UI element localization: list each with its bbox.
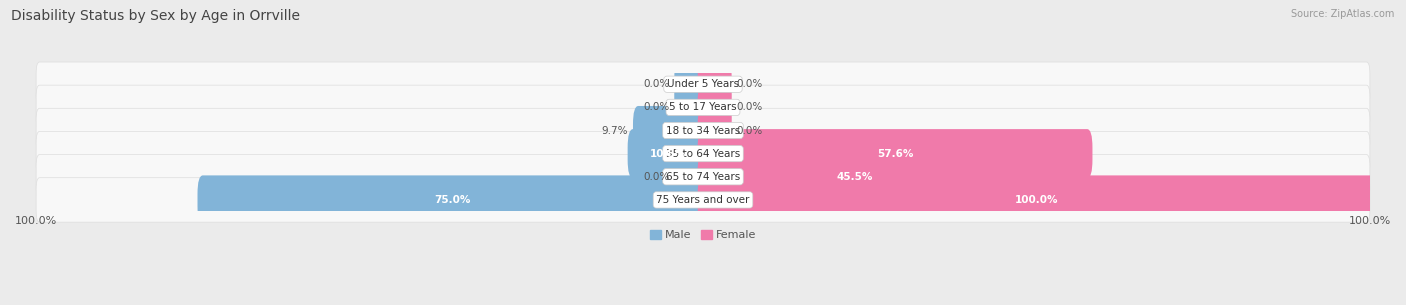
FancyBboxPatch shape (697, 129, 1092, 178)
FancyBboxPatch shape (37, 108, 1369, 153)
Text: 9.7%: 9.7% (602, 125, 628, 135)
FancyBboxPatch shape (675, 83, 709, 132)
FancyBboxPatch shape (37, 85, 1369, 130)
Text: 18 to 34 Years: 18 to 34 Years (666, 125, 740, 135)
Text: Under 5 Years: Under 5 Years (666, 79, 740, 89)
FancyBboxPatch shape (627, 129, 709, 178)
FancyBboxPatch shape (697, 106, 731, 155)
FancyBboxPatch shape (633, 106, 709, 155)
FancyBboxPatch shape (675, 152, 709, 201)
Text: 75 Years and over: 75 Years and over (657, 195, 749, 205)
FancyBboxPatch shape (675, 60, 709, 109)
FancyBboxPatch shape (37, 178, 1369, 222)
FancyBboxPatch shape (697, 83, 731, 132)
Text: 35 to 64 Years: 35 to 64 Years (666, 149, 740, 159)
Text: 75.0%: 75.0% (434, 195, 471, 205)
Text: 0.0%: 0.0% (644, 79, 669, 89)
Text: 10.5%: 10.5% (650, 149, 686, 159)
FancyBboxPatch shape (697, 175, 1375, 224)
Text: Disability Status by Sex by Age in Orrville: Disability Status by Sex by Age in Orrvi… (11, 9, 301, 23)
Legend: Male, Female: Male, Female (645, 226, 761, 245)
FancyBboxPatch shape (37, 155, 1369, 199)
FancyBboxPatch shape (197, 175, 709, 224)
Text: Source: ZipAtlas.com: Source: ZipAtlas.com (1291, 9, 1395, 19)
Text: 57.6%: 57.6% (877, 149, 914, 159)
FancyBboxPatch shape (37, 62, 1369, 106)
Text: 65 to 74 Years: 65 to 74 Years (666, 172, 740, 182)
Text: 0.0%: 0.0% (644, 172, 669, 182)
FancyBboxPatch shape (697, 60, 731, 109)
Text: 0.0%: 0.0% (737, 125, 762, 135)
Text: 0.0%: 0.0% (737, 102, 762, 112)
FancyBboxPatch shape (37, 131, 1369, 176)
Text: 45.5%: 45.5% (837, 172, 873, 182)
FancyBboxPatch shape (697, 152, 1012, 201)
Text: 0.0%: 0.0% (737, 79, 762, 89)
Text: 5 to 17 Years: 5 to 17 Years (669, 102, 737, 112)
Text: 0.0%: 0.0% (644, 102, 669, 112)
Text: 100.0%: 100.0% (1015, 195, 1059, 205)
